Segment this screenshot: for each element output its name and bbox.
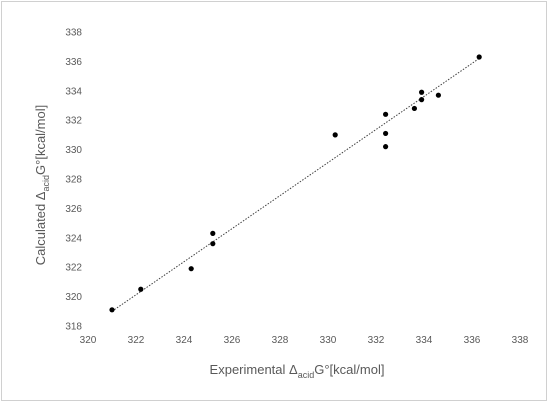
trendline — [111, 58, 480, 312]
data-points — [109, 54, 482, 313]
y-tick-label: 328 — [65, 175, 82, 186]
data-point — [332, 132, 338, 138]
y-tick-label: 338 — [65, 28, 82, 39]
data-point — [435, 92, 441, 98]
x-tick-label: 336 — [464, 335, 481, 346]
y-tick-label: 318 — [65, 322, 82, 333]
x-tick-label: 326 — [224, 335, 241, 346]
x-tick-label: 320 — [80, 335, 97, 346]
y-tick-labels: 318 320 322 324 326 328 330 332 334 336 338 — [65, 28, 82, 333]
data-point — [383, 111, 389, 117]
y-tick-label: 332 — [65, 116, 82, 127]
x-tick-label: 338 — [512, 335, 529, 346]
y-axis-title: Calculated ΔacidG°[kcal/mol] — [33, 105, 51, 265]
data-point — [210, 241, 216, 247]
x-tick-label: 332 — [368, 335, 385, 346]
x-tick-labels: 320 322 324 326 328 330 332 334 336 338 — [80, 335, 529, 346]
data-point — [109, 307, 115, 313]
data-point — [138, 286, 144, 292]
x-tick-label: 322 — [128, 335, 145, 346]
data-point — [383, 130, 389, 137]
x-tick-label: 334 — [416, 335, 433, 346]
data-point — [419, 97, 425, 103]
y-tick-label: 334 — [65, 86, 82, 97]
y-tick-label: 320 — [65, 292, 82, 303]
y-tick-label: 336 — [65, 57, 82, 68]
y-tick-label: 324 — [65, 233, 82, 244]
y-tick-label: 322 — [65, 263, 82, 274]
x-axis-title: Experimental ΔacidG°[kcal/mol] — [210, 362, 385, 380]
y-tick-label: 330 — [65, 145, 82, 156]
x-tick-label: 328 — [272, 335, 289, 346]
data-point — [383, 144, 389, 150]
data-point — [210, 230, 216, 236]
data-point — [476, 54, 482, 60]
data-point — [419, 89, 425, 95]
y-tick-label: 326 — [65, 204, 82, 215]
data-point — [188, 266, 194, 272]
data-point — [411, 105, 417, 112]
x-tick-label: 330 — [320, 335, 337, 346]
x-tick-label: 324 — [176, 335, 193, 346]
